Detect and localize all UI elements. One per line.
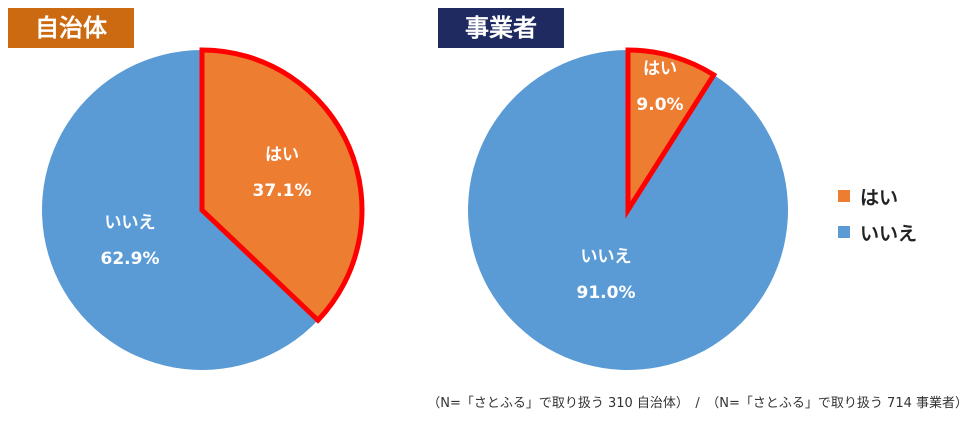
slice-value-municipalities-yes: 37.1% (253, 181, 312, 201)
legend-item-no: いいえ (838, 214, 917, 250)
legend: はい いいえ (838, 178, 917, 250)
slice-value-municipalities-no: 62.9% (101, 249, 160, 269)
chart-title-municipalities: 自治体 (8, 8, 134, 48)
legend-swatch-yes (838, 190, 850, 202)
slice-label-businesses-no: いいえ (581, 247, 632, 267)
slice-value-businesses-yes: 9.0% (636, 95, 683, 115)
slice-value-businesses-no: 91.0% (577, 283, 636, 303)
legend-label-no: いいえ (860, 222, 918, 245)
pie-slice-municipalities-yes (199, 47, 365, 324)
legend-label-yes: はい (860, 186, 899, 209)
slice-label-businesses-yes: はい (643, 59, 677, 79)
legend-swatch-no (838, 226, 850, 238)
slice-label-municipalities-yes: はい (265, 145, 299, 165)
pie-slice-businesses-yes (625, 47, 718, 219)
legend-item-yes: はい (838, 178, 917, 214)
pie-slice-municipalities-no (41, 50, 318, 370)
slice-label-municipalities-no: いいえ (105, 213, 156, 233)
footnote: （N=「さとふる」で取り扱う 310 自治体） / （N=「さとふる」で取り扱う… (427, 396, 968, 411)
chart-title-businesses: 事業者 (438, 8, 564, 48)
